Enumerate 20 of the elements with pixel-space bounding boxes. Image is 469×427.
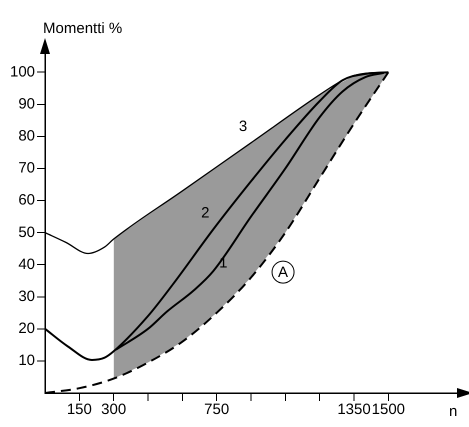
y-tick-label: 80 xyxy=(18,128,36,145)
y-tick-label: 10 xyxy=(18,352,36,370)
x-tick-label: 1500 xyxy=(372,401,406,418)
y-axis-title: Momentti % xyxy=(43,20,122,37)
x-tick-label: 750 xyxy=(204,401,230,418)
series-label: 3 xyxy=(238,118,248,135)
series-label: 2 xyxy=(201,204,210,222)
y-tick-label: 30 xyxy=(18,288,36,305)
y-tick-label: 50 xyxy=(18,224,36,241)
y-tick-label: 70 xyxy=(18,160,36,177)
y-tick-label: 40 xyxy=(18,256,36,273)
x-tick-label: 150 xyxy=(66,401,92,418)
annotation: A xyxy=(278,264,288,282)
x-axis-title: n xyxy=(449,403,458,420)
y-tick-label: 90 xyxy=(18,95,36,112)
x-tick-label: 1350 xyxy=(337,401,371,418)
y-tick-label: 20 xyxy=(18,320,36,337)
x-tick-label: 300 xyxy=(101,401,126,418)
y-tick-label: 100 xyxy=(10,63,36,80)
y-tick-label: 60 xyxy=(18,192,36,209)
